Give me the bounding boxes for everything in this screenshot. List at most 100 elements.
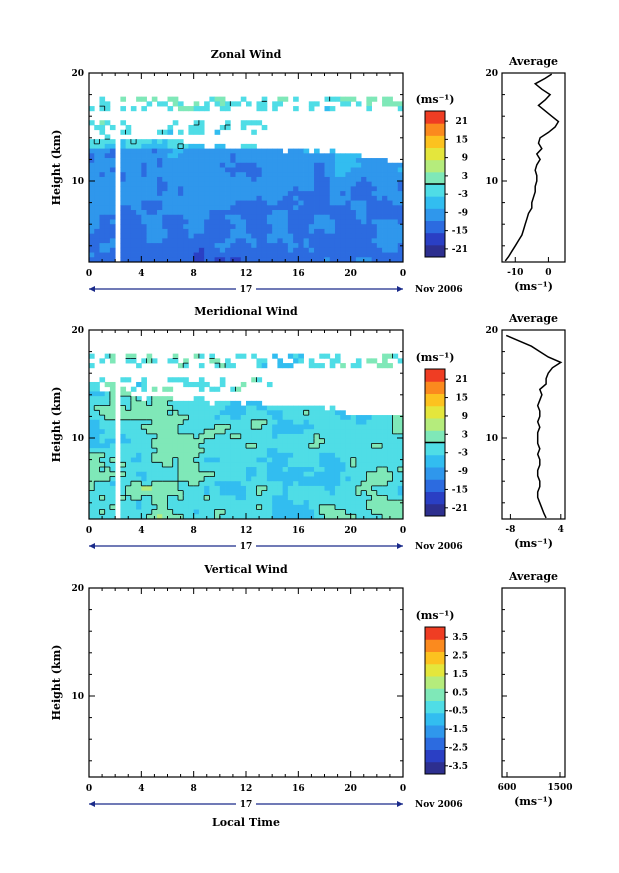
field-cell xyxy=(293,181,299,187)
field-cell xyxy=(376,514,383,520)
field-cell xyxy=(387,238,393,244)
field-cell xyxy=(293,452,299,458)
field-cell xyxy=(282,181,289,187)
field-cell xyxy=(125,353,132,359)
field-cell xyxy=(109,195,116,201)
field-cell xyxy=(177,219,184,225)
field-cell xyxy=(183,195,189,201)
field-cell xyxy=(272,485,278,492)
field-cell xyxy=(204,429,210,435)
field-cell xyxy=(350,438,357,444)
field-cell xyxy=(293,205,299,211)
x-tick-label: 16 xyxy=(292,269,305,279)
field-cell xyxy=(157,219,163,225)
field-cell xyxy=(99,233,106,239)
field-cell xyxy=(89,176,95,183)
field-cell xyxy=(214,415,221,421)
field-cell xyxy=(329,233,336,239)
field-cell xyxy=(99,129,106,135)
field-cell xyxy=(277,443,284,449)
field-cell xyxy=(392,504,399,510)
field-cell xyxy=(261,176,268,183)
field-cell xyxy=(162,452,168,458)
colorbar-swatch xyxy=(425,208,445,221)
field-cell xyxy=(282,210,289,216)
field-cell xyxy=(99,153,106,159)
field-cell xyxy=(104,233,111,239)
field-cell xyxy=(298,476,304,482)
field-cell xyxy=(287,452,294,458)
field-cell xyxy=(89,400,95,407)
field-cell xyxy=(340,191,346,197)
field-cell xyxy=(219,410,226,416)
field-cell xyxy=(204,467,210,473)
field-cell xyxy=(89,471,95,477)
field-cell xyxy=(209,429,215,435)
field-cell xyxy=(230,243,236,249)
field-cell xyxy=(235,176,242,183)
field-cell xyxy=(141,438,147,444)
field-cell xyxy=(209,485,215,492)
field-cell xyxy=(282,158,289,164)
y-tick-label: 20 xyxy=(71,326,84,336)
field-cell xyxy=(99,481,106,487)
field-cell xyxy=(104,186,111,192)
field-cell xyxy=(251,233,257,239)
field-cell xyxy=(193,438,200,444)
field-cell xyxy=(392,210,399,216)
field-cell xyxy=(141,172,147,178)
field-cell xyxy=(376,452,383,458)
field-cell xyxy=(272,186,278,192)
field-cell xyxy=(146,219,153,225)
field-cell xyxy=(141,176,147,183)
field-cell xyxy=(235,191,242,197)
field-cell xyxy=(282,96,289,102)
field-cell xyxy=(366,219,372,225)
field-cell xyxy=(340,186,346,192)
field-cell xyxy=(146,429,153,435)
field-cell xyxy=(89,172,95,178)
field-cell xyxy=(172,243,179,249)
field-cell xyxy=(141,443,147,449)
field-cell xyxy=(120,162,127,168)
field-cell xyxy=(162,101,168,107)
field-cell xyxy=(177,195,184,201)
field-cell xyxy=(214,224,221,230)
field-cell xyxy=(204,153,210,159)
field-cell xyxy=(355,462,362,468)
field-cell xyxy=(94,167,100,173)
field-cell xyxy=(350,433,357,440)
field-cell xyxy=(219,162,226,168)
field-cell xyxy=(141,462,147,468)
field-cell xyxy=(371,238,378,244)
field-cell xyxy=(366,514,372,520)
field-cell xyxy=(188,410,195,416)
field-cell xyxy=(146,481,153,487)
field-cell xyxy=(219,158,226,164)
field-cell xyxy=(162,405,168,411)
field-cell xyxy=(256,429,263,435)
field-cell xyxy=(225,124,231,131)
field-cell xyxy=(125,471,132,477)
field-cell xyxy=(214,462,221,468)
field-cell xyxy=(130,476,137,482)
field-cell xyxy=(350,96,357,102)
field-cell xyxy=(392,481,399,487)
field-cell xyxy=(198,195,205,201)
field-cell xyxy=(334,438,341,444)
field-cell xyxy=(387,252,393,258)
field-cell xyxy=(371,191,378,197)
field-cell xyxy=(130,172,137,178)
field-cell xyxy=(188,129,195,135)
field-cell xyxy=(397,101,404,107)
field-cell xyxy=(109,396,116,402)
field-cell xyxy=(225,485,231,492)
field-cell xyxy=(230,176,236,183)
field-cell xyxy=(177,139,184,145)
field-cell xyxy=(308,176,315,183)
field-cell xyxy=(355,504,362,510)
field-cell xyxy=(104,200,111,206)
field-cell xyxy=(246,471,252,477)
field-cell xyxy=(188,243,195,249)
field-cell xyxy=(225,495,231,501)
